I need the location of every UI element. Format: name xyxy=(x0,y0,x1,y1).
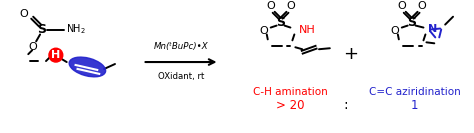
Text: S: S xyxy=(37,23,46,36)
Text: S: S xyxy=(276,16,285,29)
Text: O: O xyxy=(417,1,426,11)
Text: O: O xyxy=(29,42,37,52)
Text: O: O xyxy=(19,9,27,19)
Text: S: S xyxy=(407,16,416,29)
Text: O: O xyxy=(266,1,275,11)
Text: Mn(ᵗBuPc)•X: Mn(ᵗBuPc)•X xyxy=(154,42,209,51)
Text: O: O xyxy=(397,1,406,11)
Text: NH$_2$: NH$_2$ xyxy=(66,23,86,36)
Text: C=C aziridination: C=C aziridination xyxy=(369,87,460,97)
Text: +: + xyxy=(343,45,358,63)
Text: OXidant, rt: OXidant, rt xyxy=(158,72,204,81)
Text: NH: NH xyxy=(299,24,316,35)
Circle shape xyxy=(49,48,63,62)
Ellipse shape xyxy=(69,57,106,77)
Text: H: H xyxy=(51,50,61,60)
Text: :: : xyxy=(343,98,348,112)
Text: C-H amination: C-H amination xyxy=(253,87,328,97)
Text: O: O xyxy=(259,26,268,36)
Text: O: O xyxy=(391,26,399,36)
Text: 1: 1 xyxy=(411,99,419,112)
Text: > 20: > 20 xyxy=(276,99,305,112)
Text: N: N xyxy=(428,24,438,34)
Text: O: O xyxy=(286,1,295,11)
